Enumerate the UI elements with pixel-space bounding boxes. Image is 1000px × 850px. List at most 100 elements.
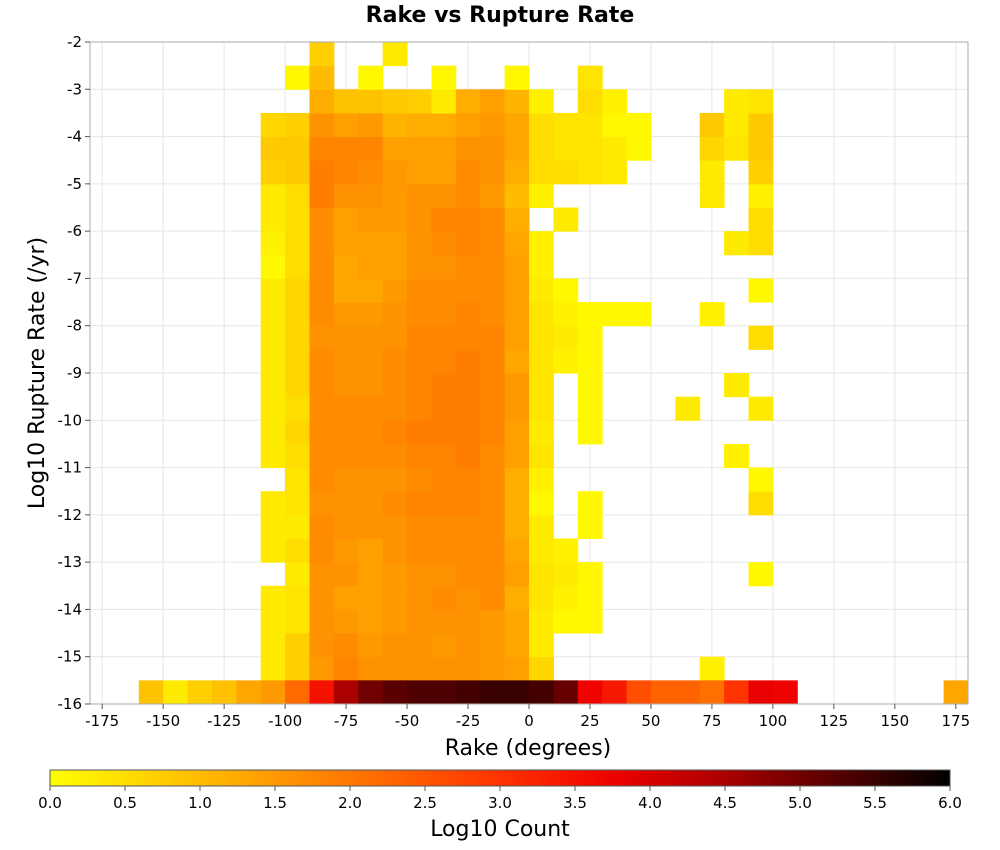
heatmap-cell-308 — [407, 112, 432, 138]
heatmap-cell-55 — [358, 562, 384, 587]
heatmap-cell-186 — [407, 325, 432, 350]
heatmap-cell-211 — [285, 278, 310, 303]
heatmap-cell-312 — [504, 112, 530, 138]
heatmap-cell-158 — [382, 373, 408, 398]
heatmap-cell-385 — [650, 680, 676, 705]
heatmap-cell-133 — [407, 420, 432, 445]
heatmap-cell-313 — [529, 112, 554, 138]
heatmap-cell-199 — [382, 302, 408, 327]
heatmap-cell-187 — [431, 325, 457, 350]
heatmap-cell-357 — [724, 136, 749, 161]
heatmap-cell-348 — [748, 278, 774, 303]
heatmap-cell-344 — [748, 396, 774, 421]
heatmap-cell-371 — [309, 680, 335, 705]
heatmap-cell-367 — [211, 680, 237, 705]
heatmap-cell-67 — [309, 538, 335, 563]
heatmap-cell-204 — [504, 302, 530, 327]
heatmap-cell-269 — [504, 183, 530, 208]
heatmap-cell-39 — [285, 585, 310, 610]
heatmap-cell-340 — [748, 491, 774, 516]
heatmap-cell-118 — [333, 443, 359, 469]
heatmap-cell-218 — [455, 278, 481, 303]
heatmap-cell-108 — [382, 467, 408, 492]
x-tick-label-12: 125 — [820, 712, 849, 730]
heatmap-cell-98 — [431, 491, 457, 516]
colorbar-tick-label-10: 5.0 — [788, 794, 812, 812]
heatmap-cell-183 — [333, 325, 359, 350]
heatmap-cell-144 — [358, 396, 384, 421]
heatmap-cell-62 — [529, 562, 554, 587]
colorbar — [49, 769, 951, 787]
colorbar-tick-label-12: 6.0 — [938, 794, 962, 812]
y-tick-label-8: -10 — [58, 411, 83, 429]
heatmap-cell-209 — [626, 302, 652, 327]
colorbar-tick-label-4: 2.0 — [338, 794, 362, 812]
x-tick-label-6: -25 — [456, 712, 481, 730]
heatmap-cell-90 — [577, 514, 603, 539]
x-tick-label-1: -150 — [146, 712, 180, 730]
heatmap-cell-163 — [504, 373, 530, 398]
heatmap-cell-325 — [480, 89, 506, 114]
heatmap-cell-285 — [602, 160, 628, 185]
heatmap-cell-139 — [577, 420, 603, 445]
heatmap-cell-34 — [504, 609, 530, 634]
heatmap-cell-365 — [163, 680, 189, 705]
heatmap-cell-114 — [529, 467, 554, 492]
heatmap-cell-345 — [724, 373, 749, 398]
y-tick-label-14: -16 — [58, 695, 83, 713]
heatmap-cell-239 — [358, 231, 384, 256]
heatmap-cell-228 — [382, 254, 408, 279]
heatmap-cell-333 — [431, 65, 457, 90]
heatmap-cell-11 — [529, 656, 554, 681]
heatmap-cell-88 — [504, 514, 530, 539]
heatmap-cell-141 — [285, 396, 310, 421]
heatmap-cell-310 — [455, 112, 481, 138]
heatmap-cell-193 — [577, 325, 603, 350]
heatmap-cell-175 — [480, 349, 506, 374]
heatmap-cell-46 — [455, 585, 481, 610]
heatmap-cell-248 — [285, 207, 310, 232]
heatmap-cell-138 — [529, 420, 554, 445]
heatmap-cell-17 — [382, 633, 408, 658]
heatmap-cell-387 — [699, 680, 725, 705]
heatmap-cell-291 — [382, 136, 408, 161]
heatmap-cell-25 — [285, 609, 310, 634]
heatmap-cell-219 — [480, 278, 506, 303]
heatmap-cell-314 — [553, 112, 579, 138]
heatmap-cell-233 — [504, 254, 530, 279]
heatmap-cell-176 — [504, 349, 530, 374]
heatmap-cell-150 — [504, 396, 530, 421]
heatmap-cell-318 — [309, 89, 335, 114]
heatmap-cell-221 — [529, 278, 554, 303]
heatmap-cell-49 — [529, 585, 554, 610]
heatmap-cell-20 — [455, 633, 481, 658]
heatmap-cell-21 — [480, 633, 506, 658]
heatmap-cell-347 — [699, 302, 725, 327]
heatmap-cell-277 — [407, 160, 432, 185]
heatmap-cell-151 — [529, 396, 554, 421]
heatmap-cell-266 — [431, 183, 457, 208]
heatmap-cell-212 — [309, 278, 335, 303]
heatmap-cell-273 — [309, 160, 335, 185]
heatmap-cell-75 — [504, 538, 530, 563]
heatmap-cell-329 — [602, 89, 628, 114]
heatmap-cell-28 — [358, 609, 384, 634]
heatmap-cell-100 — [480, 491, 506, 516]
heatmap-cell-316 — [602, 112, 628, 138]
heatmap-cell-68 — [333, 538, 359, 563]
heatmap-cell-249 — [309, 207, 335, 232]
heatmap-cell-36 — [553, 609, 579, 634]
heatmap-cell-13 — [285, 633, 310, 658]
colorbar-tick-label-1: 0.5 — [113, 794, 137, 812]
heatmap-cell-74 — [480, 538, 506, 563]
heatmap-cell-299 — [577, 136, 603, 161]
heatmap-cell-222 — [553, 278, 579, 303]
heatmap-cell-364 — [138, 680, 164, 705]
heatmap-cell-220 — [504, 278, 530, 303]
heatmap-cell-164 — [529, 373, 554, 398]
heatmap-cell-96 — [382, 491, 408, 516]
heatmap-cell-2 — [309, 656, 335, 681]
heatmap-cell-216 — [407, 278, 432, 303]
colorbar-ticks: 0.0 0.5 1.0 1.5 2.0 2.5 3.0 3.5 4.0 4.5 5.0 5.5 6.0 — [38, 786, 962, 812]
